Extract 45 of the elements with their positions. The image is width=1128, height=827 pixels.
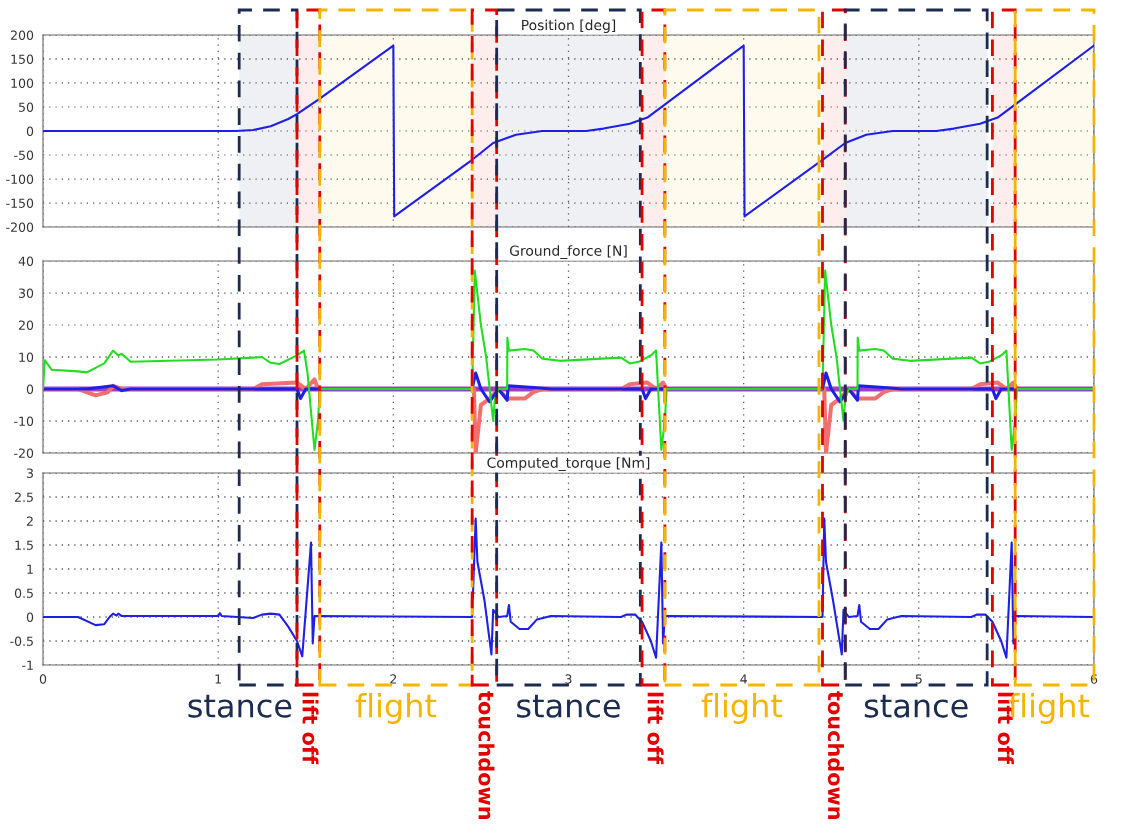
x-tick-label: 5 (915, 674, 922, 684)
x-tick-label: 2 (390, 674, 397, 684)
chart-title: Position [deg] (522, 19, 616, 33)
band-label: stance (188, 694, 292, 718)
y-tick-label: -200 (6, 222, 34, 232)
line-series (43, 44, 1094, 218)
chart-title: Computed_torque [Nm] (487, 457, 650, 471)
y-tick-label: 2 (26, 516, 33, 526)
y-tick-label: 200 (11, 30, 34, 40)
chart-title: Ground_force [N] (509, 245, 627, 259)
y-tick-label: -0.5 (10, 636, 33, 646)
y-tick-label: -100 (6, 174, 34, 184)
y-tick-label: 40 (18, 256, 34, 266)
y-tick-label: -50 (14, 150, 34, 160)
x-tick-label: 4 (740, 674, 747, 684)
x-tick-label: 0 (39, 674, 47, 684)
y-tick-label: 0 (26, 384, 34, 394)
band-label: touchdown (478, 691, 495, 819)
y-tick-label: -10 (14, 416, 34, 426)
x-tick-label: 1 (215, 674, 221, 684)
y-tick-label: 2.5 (15, 492, 33, 502)
y-tick-label: 3 (26, 468, 33, 478)
y-tick-label: 30 (19, 288, 34, 298)
band-label: flight (701, 693, 783, 724)
band-label: lift off (302, 692, 319, 765)
y-tick-label: 0 (26, 612, 34, 622)
band-label: stance (864, 694, 968, 718)
y-tick-label: -1 (22, 660, 33, 670)
y-tick-label: -20 (14, 448, 34, 458)
band-label: lift off (647, 692, 664, 765)
band-label: flight (355, 693, 437, 724)
y-tick-label: 0.5 (14, 588, 33, 598)
y-tick-label: 10 (19, 352, 34, 362)
band-label: touchdown (827, 691, 844, 819)
x-tick-label: 3 (565, 674, 572, 684)
y-tick-label: 20 (18, 320, 34, 330)
y-tick-label: 1.5 (15, 540, 33, 550)
y-tick-label: 0 (26, 126, 34, 136)
line-series (43, 517, 1094, 659)
y-tick-label: 150 (11, 54, 34, 64)
y-tick-label: 1 (27, 564, 33, 574)
band-label: stance (517, 694, 620, 718)
y-tick-label: 100 (11, 78, 34, 88)
y-tick-label: -150 (6, 198, 34, 208)
y-tick-label: 50 (19, 102, 34, 112)
